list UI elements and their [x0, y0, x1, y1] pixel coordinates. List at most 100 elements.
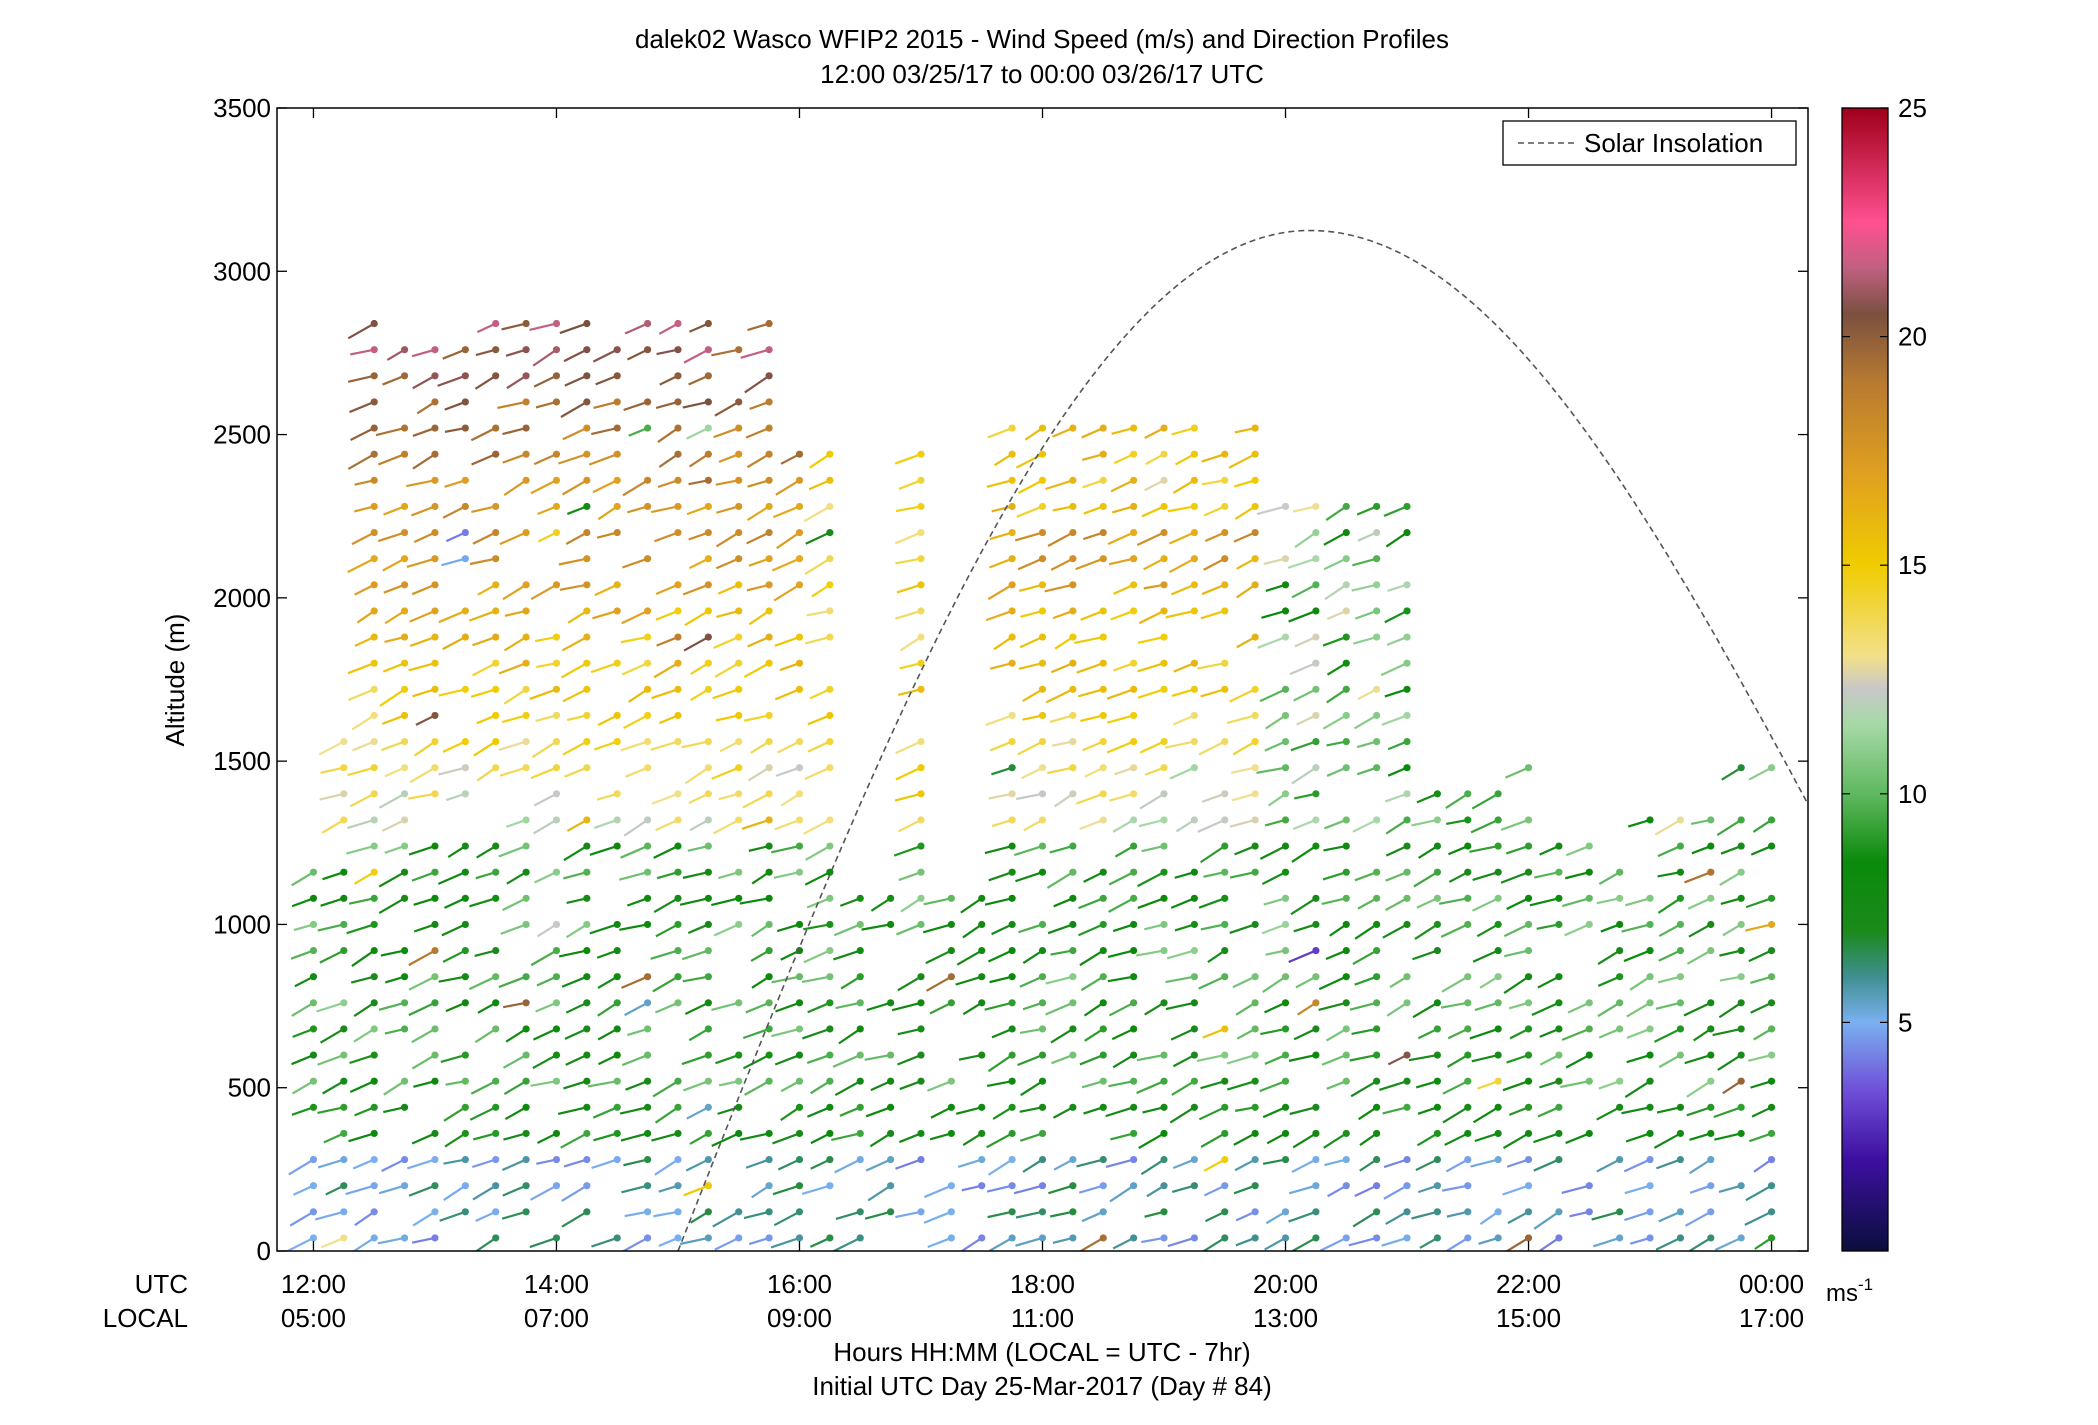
wind-barb-point — [704, 319, 712, 328]
wind-barb-point — [1038, 607, 1047, 615]
wind-barb-point — [795, 685, 804, 693]
wind-barb-point — [1008, 450, 1016, 458]
wind-barb-stem — [1719, 949, 1742, 957]
wind-barb-stem — [714, 400, 740, 417]
wind-barb-stem — [530, 583, 558, 601]
wind-barb-stem — [380, 740, 405, 752]
wind-barb-point — [1464, 816, 1472, 824]
wind-barb-point — [1342, 973, 1350, 981]
wind-barb-stem — [566, 818, 588, 832]
wind-barb-stem — [1079, 1054, 1104, 1066]
wind-barb-stem — [439, 1210, 466, 1222]
wind-barb-point — [1190, 502, 1198, 511]
wind-barb-stem — [1385, 897, 1408, 912]
wind-barb-point — [735, 1234, 743, 1242]
wind-barb-point — [552, 868, 561, 876]
wind-barb-stem — [1447, 1027, 1469, 1040]
wind-barb-point — [1403, 1077, 1411, 1085]
wind-barb-point — [583, 450, 591, 458]
wind-barb-point — [856, 894, 864, 902]
wind-barb-stem — [987, 583, 1013, 601]
wind-barb-point — [1403, 816, 1411, 824]
wind-barb-point — [1646, 1234, 1654, 1242]
wind-barb-stem — [413, 897, 436, 906]
wind-barb-stem — [1233, 479, 1256, 488]
wind-barb-stem — [806, 609, 831, 617]
wind-barb-stem — [1019, 975, 1043, 988]
wind-barb-stem — [1506, 897, 1530, 911]
wind-barb-stem — [442, 636, 466, 651]
wind-barb-point — [674, 319, 682, 328]
wind-barb-point — [1494, 1025, 1502, 1033]
wind-barb-stem — [869, 1132, 892, 1148]
wind-barb-point — [704, 581, 712, 589]
wind-barb-point — [1342, 1182, 1350, 1190]
wind-barb-point — [795, 999, 804, 1007]
wind-barb-point — [1099, 633, 1107, 641]
wind-barb-stem — [1264, 1001, 1286, 1014]
wind-barb-point — [1281, 1103, 1290, 1111]
colorbar-unit-base: ms — [1826, 1280, 1858, 1307]
wind-barb-stem — [1045, 479, 1074, 491]
wind-barb-point — [674, 476, 682, 484]
wind-barb-point — [613, 424, 621, 432]
wind-barb-stem — [558, 949, 588, 958]
wind-barb-point — [1707, 816, 1715, 824]
wind-barb-stem — [1349, 1001, 1377, 1011]
wind-barb-point — [1008, 946, 1016, 955]
wind-barb-point — [1403, 764, 1411, 772]
wind-barb-stem — [1106, 688, 1134, 700]
wind-barb-stem — [500, 923, 527, 935]
wind-barb-stem — [712, 818, 740, 835]
wind-barb-stem — [807, 714, 831, 726]
wind-barb-stem — [561, 636, 588, 652]
x-axis-label-day: Initial UTC Day 25-Mar-2017 (Day # 84) — [812, 1371, 1272, 1401]
wind-barb-point — [735, 581, 743, 589]
wind-barb-point — [795, 842, 804, 850]
wind-barb-stem — [472, 636, 497, 647]
wind-barb-stem — [1500, 871, 1529, 884]
wind-barb-stem — [1621, 923, 1651, 933]
wind-barb-stem — [504, 1106, 527, 1121]
wind-barb-point — [947, 1077, 955, 1085]
wind-barb-stem — [1354, 871, 1378, 882]
wind-barb-stem — [1748, 1132, 1772, 1143]
wind-barb-stem — [620, 635, 648, 644]
wind-barb-stem — [1745, 897, 1772, 909]
wind-barb-stem — [686, 427, 709, 440]
wind-barb-point — [1008, 737, 1016, 746]
wind-barb-point — [1767, 1155, 1776, 1164]
wind-barb-point — [1464, 894, 1472, 902]
wind-barb-stem — [774, 1054, 800, 1066]
wind-barb-point — [856, 1234, 864, 1242]
wind-barb-stem — [1107, 531, 1135, 546]
wind-barb-point — [1464, 1051, 1472, 1059]
wind-barb-point — [1221, 581, 1229, 589]
wind-barb-point — [583, 1051, 591, 1059]
wind-barb-point — [1130, 790, 1138, 798]
wind-barb-stem — [535, 1001, 557, 1013]
wind-barb-stem — [1165, 975, 1195, 984]
wind-barb-point — [583, 1103, 591, 1111]
wind-barb-stem — [377, 453, 405, 466]
wind-barb-stem — [1325, 949, 1347, 961]
wind-barb-point — [1342, 1051, 1350, 1059]
wind-barb-stem — [807, 740, 831, 753]
wind-barb-stem — [984, 897, 1013, 906]
wind-barb-point — [1494, 868, 1502, 876]
wind-barb-point — [1038, 555, 1047, 563]
wind-barb-stem — [352, 1158, 375, 1170]
wind-barb-point — [1312, 920, 1320, 929]
wind-barb-point — [795, 1129, 804, 1138]
wind-barb-point — [613, 920, 621, 929]
wind-barb-stem — [985, 714, 1013, 727]
wind-barb-stem — [412, 453, 436, 470]
wind-barb-point — [431, 711, 439, 720]
wind-barb-stem — [833, 1236, 861, 1251]
wind-barb-point — [1767, 842, 1776, 850]
wind-barb-stem — [1045, 1001, 1074, 1016]
wind-barb-point — [643, 920, 652, 929]
wind-barb-stem — [411, 1054, 436, 1070]
wind-barb-stem — [1203, 871, 1225, 878]
wind-barb-stem — [984, 1001, 1013, 1011]
